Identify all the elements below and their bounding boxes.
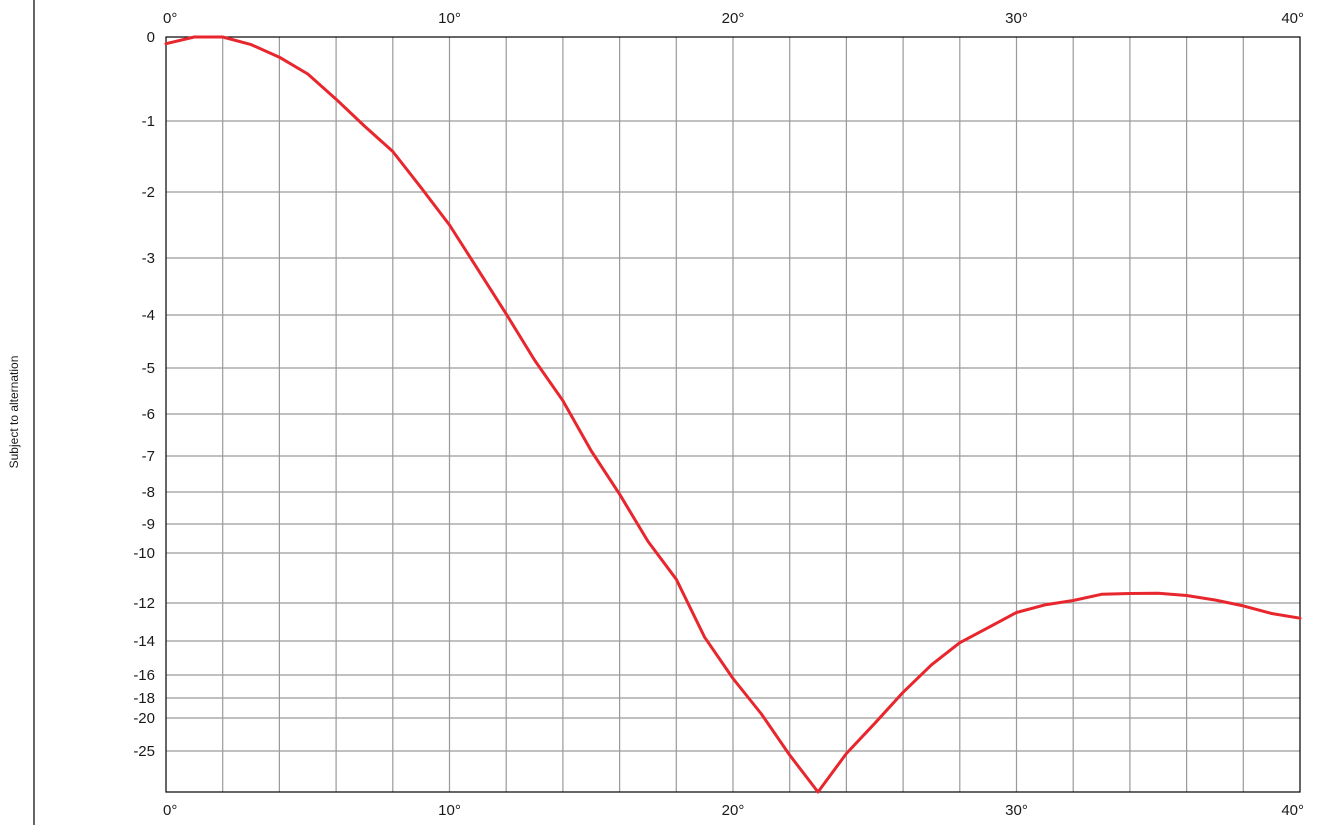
curve-point [760, 713, 763, 716]
curve-point [476, 268, 479, 271]
curve-point [873, 722, 876, 725]
y-tick-label: -4 [142, 307, 155, 324]
curve-point [363, 124, 366, 127]
curve-point [1128, 592, 1131, 595]
horizontal-grid-lines [166, 120, 1300, 752]
curve-point [618, 493, 621, 496]
y-tick-label: -25 [133, 743, 155, 760]
x-tick-label-bottom: 40° [1281, 802, 1304, 819]
curve-point [1100, 593, 1103, 596]
curve-point [646, 540, 649, 543]
curve-point [1043, 603, 1046, 606]
y-tick-label: -2 [142, 184, 155, 201]
curve-point [335, 98, 338, 101]
x-tick-label-top: 20° [722, 10, 745, 27]
x-tick-label-bottom: 20° [722, 802, 745, 819]
curve-point [391, 150, 394, 153]
curve-point [675, 578, 678, 581]
curve-point [930, 663, 933, 666]
x-tick-label-top: 10° [438, 10, 461, 27]
y-tick-label: -10 [133, 545, 155, 562]
curve-point [221, 36, 224, 39]
curve-point [306, 72, 309, 75]
x-tick-label-bottom: 0° [163, 802, 177, 819]
y-tick-label: -8 [142, 484, 155, 501]
curve-point [987, 626, 990, 629]
curve-point [561, 399, 564, 402]
y-tick-label: 0 [147, 29, 155, 46]
curve-point [1299, 617, 1302, 620]
y-tick-label: -18 [133, 690, 155, 707]
y-tick-label: -9 [142, 516, 155, 533]
curve-point [817, 791, 820, 794]
y-tick-label: -3 [142, 250, 155, 267]
curve-point [278, 56, 281, 59]
curve-point [1213, 599, 1216, 602]
curve-point [788, 754, 791, 757]
curve-point [1015, 611, 1018, 614]
curve-point [533, 359, 536, 362]
y-tick-label: -1 [142, 113, 155, 130]
curve-point [165, 42, 168, 45]
x-tick-label-top: 40° [1281, 10, 1304, 27]
x-axis-bottom-tick-labels: 0° 10° 20° 30° 40° [163, 802, 1304, 819]
y-tick-label: -5 [142, 360, 155, 377]
curve-point [1185, 594, 1188, 597]
x-tick-label-top: 30° [1005, 10, 1028, 27]
x-axis-top-tick-labels: 0° 10° 20° 30° 40° [163, 10, 1304, 27]
side-note: Subject to alternation [7, 356, 21, 469]
y-tick-label: -16 [133, 667, 155, 684]
pattern-curve [164, 35, 1302, 794]
x-tick-label-top: 0° [163, 10, 177, 27]
curve-point [958, 641, 961, 644]
curve-point [1072, 599, 1075, 602]
y-tick-label: -6 [142, 406, 155, 423]
curve-point [250, 43, 253, 46]
curve-point [505, 312, 508, 315]
x-tick-label-bottom: 10° [438, 802, 461, 819]
y-tick-label: -12 [133, 595, 155, 612]
curve-point [703, 636, 706, 639]
curve-point [448, 224, 451, 227]
y-axis-tick-labels: 0 -1 -2 -3 -4 -5 -6 -7 -8 -9 -10 -12 -14 -16 -18 -20 -25 [133, 29, 155, 760]
y-tick-label: -14 [133, 633, 155, 650]
curve-point [902, 691, 905, 694]
curve-point [420, 186, 423, 189]
plot-frame [165, 36, 1301, 793]
curve-point [193, 36, 196, 39]
curve-point [732, 677, 735, 680]
x-tick-label-bottom: 30° [1005, 802, 1028, 819]
y-tick-label: -7 [142, 448, 155, 465]
curve-point [1157, 592, 1160, 595]
curve-point [590, 449, 593, 452]
y-tick-label: -20 [133, 710, 155, 727]
curve-point [845, 752, 848, 755]
curve-point [1270, 612, 1273, 615]
curve-point [1242, 604, 1245, 607]
